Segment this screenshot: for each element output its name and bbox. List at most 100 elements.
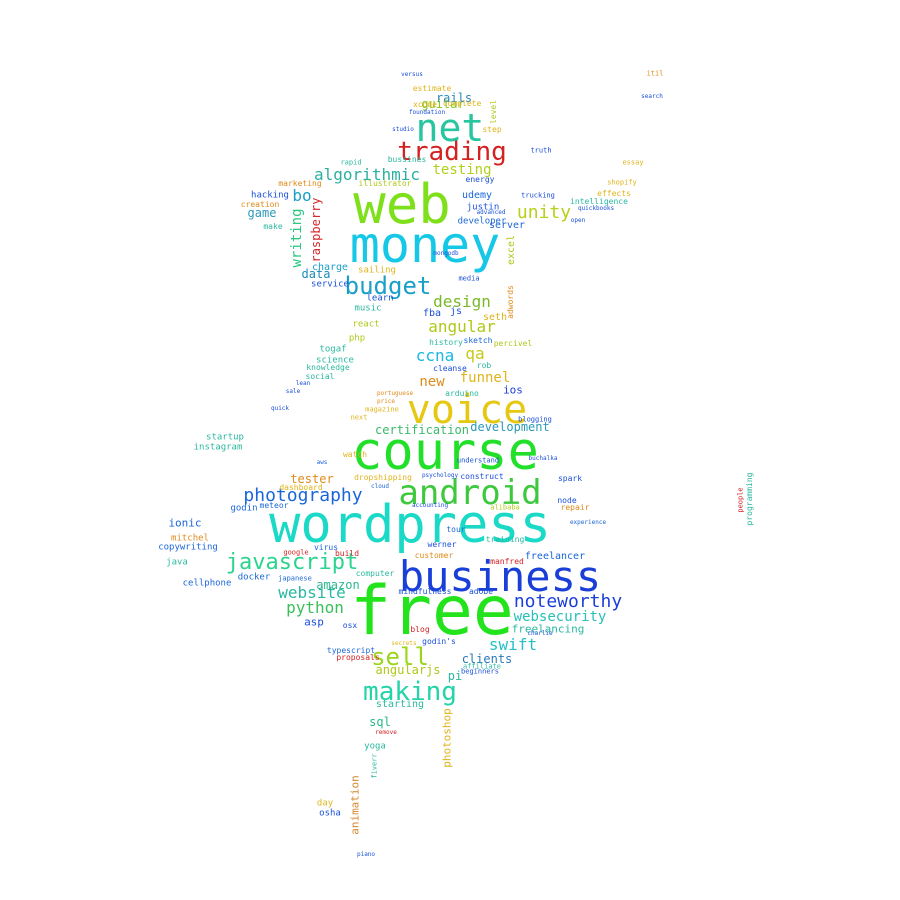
word-hacking: hacking	[251, 190, 289, 201]
word-sailing: sailing	[358, 265, 396, 276]
word-percivel: percivel	[493, 339, 533, 348]
word-programming: programming	[745, 472, 754, 526]
word-price: price	[376, 398, 396, 405]
word-justin: justin	[466, 202, 500, 213]
word-freelancer: freelancer	[524, 551, 586, 562]
word-algorithmic: algorithmic	[314, 165, 420, 184]
word-blogging: blogging	[518, 415, 552, 424]
word-alibaba: alibaba	[490, 503, 520, 512]
word-sql: sql	[369, 715, 391, 729]
word-intelligence: intelligence	[570, 197, 628, 206]
word-next: next	[350, 413, 368, 422]
word-sell: sell	[371, 643, 429, 671]
word-photography: photography	[243, 485, 363, 506]
word-quick: quick	[270, 405, 290, 412]
word-werner: werner	[427, 540, 457, 549]
word-creation: creation	[240, 200, 280, 209]
word-node: node	[557, 496, 577, 505]
word-js: js	[449, 306, 463, 317]
word-angularjs: angularjs	[375, 663, 441, 677]
word-day: day	[316, 798, 334, 809]
word-make: make	[263, 222, 283, 231]
word-level: level	[489, 99, 498, 125]
word-repair: repair	[560, 503, 590, 512]
word-versus: versus	[401, 71, 423, 78]
word-instagram: instagram	[193, 442, 243, 453]
word-learn: learn	[366, 293, 394, 304]
word-tour: tour	[446, 525, 466, 534]
word-bo: bo	[292, 186, 312, 205]
word-xcode: xcode	[412, 100, 438, 109]
word-truth: truth	[530, 146, 552, 155]
word-manfred: manfred	[490, 557, 524, 566]
word-watch: watch	[342, 450, 368, 459]
word-java: java	[166, 557, 188, 568]
word-essay: essay	[622, 158, 644, 167]
word-amazon: amazon	[316, 578, 360, 592]
word-game: game	[247, 206, 277, 220]
word-freelancing: freelancing	[511, 622, 585, 636]
word-history: history	[429, 338, 463, 347]
word-ccna: ccna	[415, 346, 455, 365]
word-pi: pi	[447, 669, 463, 683]
word-clients: clients	[461, 652, 513, 666]
word-meteor: meteor	[259, 501, 289, 510]
word-javascript: javascript	[225, 550, 359, 575]
word-rob: rob	[476, 361, 492, 370]
word-godin-s: godin's	[422, 637, 456, 646]
word-ios: ios	[503, 383, 523, 397]
word-cloud: cloud	[370, 483, 390, 490]
word-knowledge: knowledge	[306, 363, 350, 372]
word-websecurity: websecurity	[513, 609, 607, 625]
word-sketch: sketch	[463, 336, 493, 345]
word-writing: writing	[289, 208, 305, 268]
word-business: business	[398, 552, 602, 601]
word-understand: understand	[456, 456, 500, 465]
word-cleanse: cleanse	[433, 364, 467, 373]
word-design: design	[433, 292, 491, 311]
word-arduino: arduino	[445, 389, 479, 398]
word-certification: certification	[375, 423, 469, 437]
word-step: step	[482, 125, 502, 134]
word-photoshop: photoshop	[440, 708, 454, 768]
word-animation: animation	[348, 775, 362, 835]
word-charlie: charlie	[527, 630, 553, 637]
word-web: web	[353, 173, 451, 236]
word-secrets: secrets	[391, 640, 417, 647]
word-free: free	[350, 572, 514, 651]
word-togaf: togaf	[319, 344, 347, 355]
word-itil: itil	[646, 69, 664, 78]
word-adwords: adwords	[506, 285, 515, 319]
word-open: open	[570, 217, 586, 224]
word-course: course	[351, 422, 539, 482]
word-fba: fba	[422, 308, 442, 319]
word-budget: budget	[344, 272, 432, 300]
word-new: new	[419, 374, 445, 390]
word-mongodb: mongodb	[433, 250, 459, 257]
word-asp: asp	[304, 615, 324, 629]
word-cellphone: cellphone	[182, 578, 232, 589]
word-foundation: foundation	[408, 109, 446, 116]
word-science: science	[316, 355, 354, 366]
word-construct: construct	[460, 472, 504, 481]
word-accounting: accounting	[411, 502, 449, 509]
word-japanese: japanese	[278, 574, 312, 583]
word-blog: blog	[410, 625, 430, 634]
word-noteworthy: noteworthy	[513, 591, 623, 612]
word-dropshipping: dropshipping	[354, 473, 412, 482]
word-shopify: shopify	[607, 178, 637, 187]
word-complete: complete	[442, 99, 482, 108]
word-net: net	[415, 106, 485, 150]
word-rails: rails	[435, 91, 473, 105]
word-bussines: bussines	[387, 155, 427, 164]
word-guitar: guitar	[421, 97, 465, 111]
word-money: money	[349, 216, 501, 274]
word-udemy: udemy	[461, 190, 493, 201]
word-affiliate: affiliate	[463, 662, 501, 671]
word-yoga: yoga	[364, 741, 386, 752]
word-magazine: magazine	[365, 405, 399, 414]
word-psychology: psychology	[421, 472, 459, 479]
word-voice: voice	[406, 387, 528, 433]
word-service: service	[311, 279, 349, 290]
word-mitchel: mitchel	[171, 533, 209, 544]
